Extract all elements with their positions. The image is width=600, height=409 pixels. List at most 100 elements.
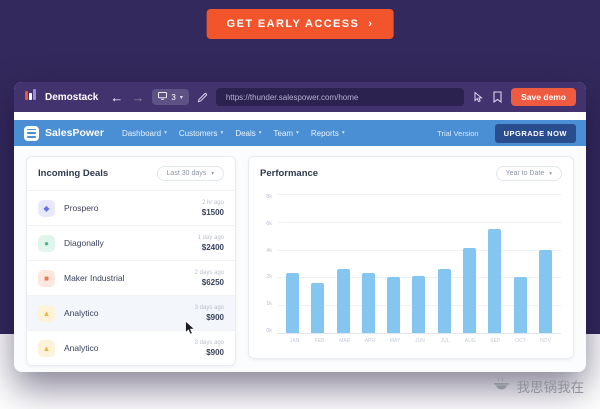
deals-filter-dropdown[interactable]: Last 30 days ▾ bbox=[156, 166, 224, 181]
nav-item-customers[interactable]: Customers ▾ bbox=[179, 129, 223, 138]
incoming-deals-panel: Incoming Deals Last 30 days ▾ ◆ Prospero… bbox=[26, 156, 236, 366]
deal-row-prospero[interactable]: ◆ Prospero 2 hr ago $1500 bbox=[27, 190, 235, 225]
nav-item-team[interactable]: Team ▾ bbox=[274, 129, 299, 138]
deal-amount: $900 bbox=[206, 312, 224, 322]
url-text: https://thunder.salespower.com/home bbox=[225, 92, 359, 102]
chevron-down-icon: ▾ bbox=[211, 170, 214, 177]
chart-bar bbox=[437, 269, 451, 333]
deal-logo-icon: ▲ bbox=[38, 339, 55, 357]
forward-arrow-icon[interactable]: → bbox=[131, 89, 145, 105]
chevron-down-icon: ▾ bbox=[296, 130, 299, 136]
chevron-down-icon: ▾ bbox=[341, 130, 345, 136]
trial-version-label: Trial Version bbox=[437, 128, 479, 138]
bar-chart: 8k 6k 4k 2k 1k 0k bbox=[249, 190, 573, 334]
chart-bar bbox=[538, 249, 552, 333]
upgrade-now-button[interactable]: UPGRADE NOW bbox=[494, 123, 576, 143]
x-tick-label: JUL bbox=[440, 338, 450, 344]
deal-time: 2 hr ago bbox=[201, 199, 224, 206]
screens-count: 3 bbox=[171, 92, 176, 102]
nav-label: Reports bbox=[310, 128, 339, 138]
chart-bar bbox=[286, 273, 300, 333]
x-tick-label: NOV bbox=[540, 338, 551, 344]
nav-item-reports[interactable]: Reports ▾ bbox=[311, 129, 345, 138]
gridline bbox=[277, 221, 561, 223]
nav-item-deals[interactable]: Deals ▾ bbox=[235, 129, 261, 138]
nav-label: Customers bbox=[178, 128, 218, 138]
deal-amount: $900 bbox=[206, 347, 224, 357]
chart-bar bbox=[311, 282, 325, 333]
chevron-down-icon: ▾ bbox=[164, 130, 167, 136]
chevron-down-icon: ▾ bbox=[549, 170, 552, 177]
deal-time: 2 days ago bbox=[194, 269, 224, 276]
screens-count-badge[interactable]: 3 ▾ bbox=[152, 89, 189, 105]
performance-panel: Performance Year to Date ▾ 8k 6k 4k 2k 1k 0k bbox=[248, 156, 574, 359]
deal-time: 1 day ago bbox=[197, 234, 224, 241]
x-tick-label: FEB bbox=[314, 338, 325, 344]
y-axis-labels: 8k 6k 4k 2k 1k 0k bbox=[259, 194, 277, 334]
x-axis-labels: JAN FEB MAR APR MAY JUN JUL AUG SEP OCT NOV bbox=[282, 338, 558, 344]
chevron-down-icon: ▾ bbox=[258, 130, 262, 136]
chart-plot-area bbox=[277, 194, 561, 334]
x-tick-label: JAN bbox=[289, 338, 300, 344]
y-tick-label: 0k bbox=[266, 327, 272, 334]
chart-bar bbox=[462, 248, 476, 333]
save-demo-button[interactable]: Save demo bbox=[511, 88, 576, 106]
deal-row-analytico-1[interactable]: ▲ Analytico 3 days ago $900 bbox=[27, 295, 235, 330]
deal-name: Analytico bbox=[64, 343, 99, 353]
chevron-down-icon: ▾ bbox=[220, 130, 224, 136]
deal-row-diagonally[interactable]: ● Diagonally 1 day ago $2400 bbox=[27, 225, 235, 260]
chart-bar bbox=[336, 269, 350, 333]
deal-row-maker-industrial[interactable]: ■ Maker Industrial 2 days ago $6250 bbox=[27, 260, 235, 295]
nav-label: Deals bbox=[235, 128, 256, 138]
y-tick-label: 6k bbox=[266, 220, 272, 227]
watermark-text: 我思锅我在 bbox=[516, 380, 585, 395]
deal-name: Prospero bbox=[64, 203, 99, 213]
pointer-tool-icon[interactable] bbox=[472, 91, 484, 103]
deal-time: 3 days ago bbox=[194, 339, 224, 346]
performance-filter-label: Year to Date bbox=[505, 170, 545, 177]
x-tick-label: APR bbox=[364, 338, 375, 344]
deal-name: Maker Industrial bbox=[64, 273, 125, 283]
cta-label: GET EARLY ACCESS bbox=[226, 18, 360, 30]
deal-amount: $2400 bbox=[201, 242, 224, 252]
x-tick-label: OCT bbox=[515, 338, 526, 344]
chart-bar bbox=[488, 228, 502, 333]
chart-bar bbox=[361, 273, 375, 333]
incoming-deals-title: Incoming Deals bbox=[38, 168, 109, 179]
deal-name: Diagonally bbox=[64, 238, 104, 248]
performance-title: Performance bbox=[260, 168, 319, 179]
app-header: SalesPower Dashboard ▾ Customers ▾ Deals… bbox=[14, 120, 586, 146]
chevron-down-icon: ▾ bbox=[179, 94, 183, 101]
performance-filter-dropdown[interactable]: Year to Date ▾ bbox=[495, 166, 562, 181]
salespower-brand: SalesPower bbox=[45, 127, 104, 139]
deal-logo-icon: ◆ bbox=[38, 199, 55, 217]
x-tick-label: MAR bbox=[339, 338, 351, 344]
gridline bbox=[277, 249, 561, 251]
bar-chart-bars bbox=[280, 194, 558, 333]
y-tick-label: 4k bbox=[266, 247, 272, 254]
demostack-logo-icon bbox=[24, 88, 37, 106]
app-viewport: SalesPower Dashboard ▾ Customers ▾ Deals… bbox=[14, 120, 586, 372]
bookmark-icon[interactable] bbox=[492, 91, 503, 103]
nav-label: Dashboard bbox=[121, 128, 162, 138]
dashboard-content: Incoming Deals Last 30 days ▾ ◆ Prospero… bbox=[14, 146, 586, 372]
chart-bar bbox=[387, 277, 401, 333]
chevron-right-icon: › bbox=[368, 18, 374, 30]
get-early-access-button[interactable]: GET EARLY ACCESS › bbox=[206, 9, 394, 39]
deal-row-analytico-2[interactable]: ▲ Analytico 3 days ago $900 bbox=[27, 330, 235, 365]
chart-bar bbox=[513, 277, 527, 333]
deal-name: Analytico bbox=[64, 308, 99, 318]
gridline bbox=[277, 194, 561, 195]
x-tick-label: SEP bbox=[490, 338, 501, 344]
nav-item-dashboard[interactable]: Dashboard ▾ bbox=[122, 129, 167, 138]
back-arrow-icon[interactable]: ← bbox=[110, 89, 124, 105]
edit-pencil-icon[interactable] bbox=[197, 92, 208, 103]
gridline bbox=[277, 332, 561, 334]
deal-amount: $6250 bbox=[201, 277, 224, 287]
chart-bar bbox=[412, 276, 426, 333]
browser-window: Demostack ← → 3 ▾ https://thunder. bbox=[14, 82, 586, 372]
watermark: 我思锅我在 bbox=[493, 376, 585, 396]
url-bar[interactable]: https://thunder.salespower.com/home bbox=[215, 88, 465, 106]
y-tick-label: 8k bbox=[266, 194, 272, 200]
